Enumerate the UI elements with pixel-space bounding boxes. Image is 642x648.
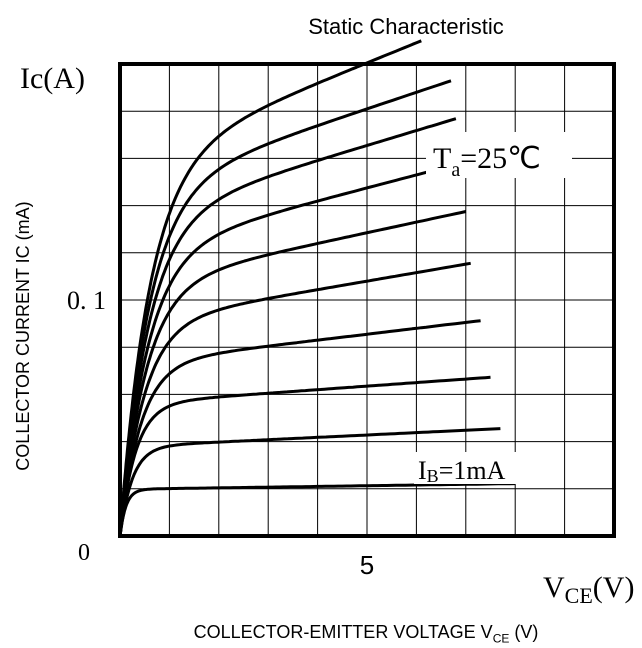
characteristic-curve [118, 427, 501, 538]
ib-label-rest: =1mA [439, 456, 506, 485]
y-tick-labels: 0. 1 [67, 286, 106, 315]
temperature-label-bg [426, 132, 572, 178]
x-axis-symbol-main: V [543, 571, 565, 604]
temperature-label: Ta=25℃ [433, 142, 541, 181]
x-axis-symbol-sub: CE [565, 583, 593, 608]
ib-label: IB=1mA [418, 456, 506, 486]
ib-label-bg [414, 452, 540, 484]
x-axis-symbol: VCE(V) [543, 571, 634, 608]
y-axis-symbol: Ic(A) [20, 62, 85, 95]
characteristic-curve [118, 39, 422, 538]
x-axis-symbol-unit: (V) [593, 571, 635, 604]
characteristic-curve [118, 117, 457, 538]
x-tick-label: 5 [360, 550, 374, 580]
characteristic-curve [118, 482, 516, 538]
chart-title: Static Characteristic [308, 14, 504, 39]
temperature-label-sub: a [451, 159, 460, 181]
temperature-label-rest: =25℃ [460, 142, 541, 175]
y-tick-label: 0. 1 [67, 286, 106, 315]
temperature-label-main: T [433, 142, 451, 175]
x-tick-label: 0 [78, 540, 90, 566]
curves [118, 39, 516, 538]
ib-label-main: I [418, 456, 427, 485]
x-axis-title-unit: (V) [514, 622, 539, 642]
x-axis-title: COLLECTOR-EMITTER VOLTAGE VCE (V) [0, 622, 642, 646]
x-axis-title-text: COLLECTOR-EMITTER VOLTAGE V [193, 622, 493, 642]
ib-label-sub: B [427, 466, 439, 486]
x-axis-title-subscript: CE [492, 631, 510, 646]
characteristic-curve [118, 261, 471, 538]
characteristic-curve [118, 319, 481, 538]
characteristic-curve [118, 161, 462, 538]
plot-frame [118, 62, 616, 538]
